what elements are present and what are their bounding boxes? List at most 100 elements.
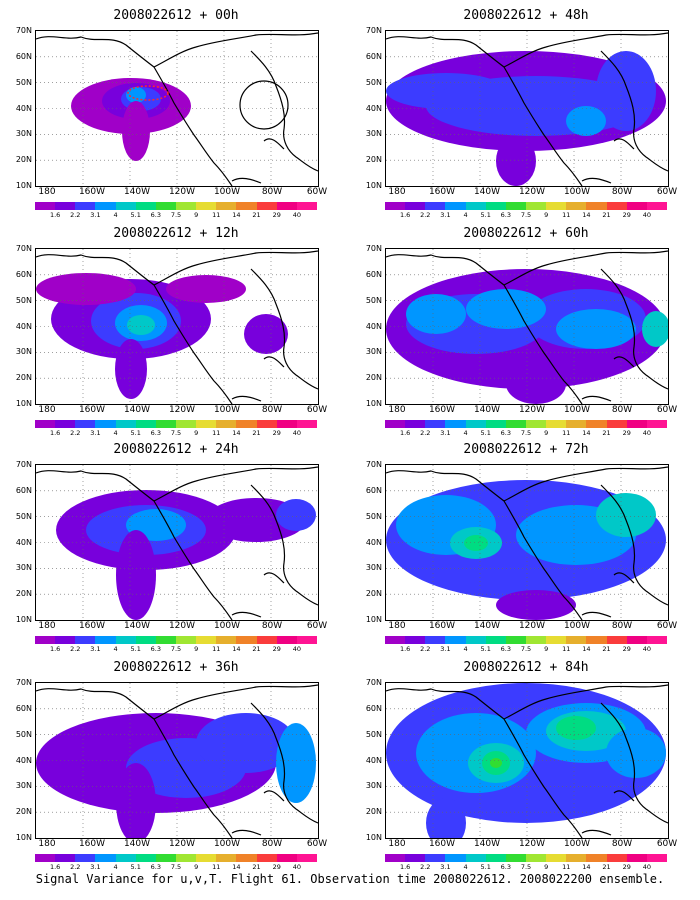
colorbar-label: 11 <box>562 429 571 437</box>
longitude-label: 60W <box>306 621 328 631</box>
colorbar <box>35 854 318 862</box>
longitude-label: 100W <box>213 839 241 849</box>
colorbar <box>385 854 668 862</box>
colorbar-label: 2.2 <box>70 645 81 653</box>
colorbar <box>385 636 668 644</box>
colorbar-label: 3.1 <box>440 645 451 653</box>
variance-field <box>36 31 318 186</box>
colorbar-swatch <box>216 202 237 210</box>
latitude-label: 70N <box>365 244 382 253</box>
latitude-label: 10N <box>15 615 32 624</box>
map-plot-area <box>385 30 669 187</box>
longitude-label: 120W <box>518 187 546 197</box>
latitude-label: 40N <box>15 755 32 765</box>
coastline <box>36 250 318 404</box>
latitude-label: 50N <box>15 729 32 739</box>
variance-field <box>36 249 318 404</box>
panel-title: 2008022612 + 12h <box>113 226 239 241</box>
latitude-label: 60N <box>15 51 32 61</box>
colorbar-label: 2.2 <box>70 211 81 219</box>
longitude-label: 180 <box>388 187 406 197</box>
colorbar-swatch <box>586 202 608 210</box>
longitude-label: 140W <box>123 187 151 197</box>
variance-field <box>36 465 318 620</box>
colorbar-label: 3.1 <box>90 645 101 653</box>
latitude-label: 20N <box>15 373 32 383</box>
colorbar-swatch <box>296 420 318 428</box>
map-plot-area <box>385 682 669 839</box>
colorbar <box>35 636 318 644</box>
colorbar-swatch <box>95 420 117 428</box>
colorbar-swatch <box>115 854 137 862</box>
colorbar-label: 6.3 <box>150 429 162 437</box>
variance-field <box>36 683 318 838</box>
colorbar-label: 11 <box>562 645 571 653</box>
latitude-label: 40N <box>365 103 382 113</box>
colorbar-label: 4 <box>463 211 468 219</box>
map-panel: 2008022612 + 48h 70N 60N 50N 40N 30N 20N 10N 180… <box>350 8 677 219</box>
latitude-label: 30N <box>15 781 32 791</box>
colorbar-swatch <box>35 854 56 862</box>
colorbar-label: 40 <box>642 863 651 871</box>
colorbar-swatch <box>385 202 406 210</box>
colorbar-label: 5.1 <box>480 211 491 219</box>
latitude-label: 20N <box>15 807 32 817</box>
colorbar-label: 11 <box>212 211 221 219</box>
variance-contour <box>490 758 502 768</box>
colorbar-swatch <box>606 636 628 644</box>
colorbar-swatch <box>135 420 157 428</box>
longitude-label: 120W <box>168 187 196 197</box>
longitude-label: 180 <box>388 839 406 849</box>
colorbar-swatch <box>505 202 527 210</box>
colorbar-swatch <box>445 636 467 644</box>
colorbar-swatch <box>405 636 426 644</box>
longitude-label: 60W <box>306 187 328 197</box>
latitude-label: 10N <box>15 833 32 842</box>
colorbar-swatch <box>296 636 318 644</box>
colorbar-swatch <box>505 420 527 428</box>
colorbar-label: 9 <box>544 645 549 653</box>
colorbar-label: 6.3 <box>500 863 512 871</box>
colorbar-swatch <box>546 854 567 862</box>
colorbar-swatch <box>176 202 197 210</box>
colorbar-swatch <box>566 202 587 210</box>
colorbar-swatch <box>115 202 137 210</box>
colorbar-label: 29 <box>272 211 281 219</box>
colorbar-swatch <box>256 420 278 428</box>
colorbar-swatch <box>465 636 487 644</box>
colorbar-label: 9 <box>194 863 199 871</box>
colorbar-label: 7.5 <box>520 645 532 653</box>
longitude-label: 160W <box>78 621 106 631</box>
colorbar-label: 14 <box>232 429 241 437</box>
colorbar-swatch <box>236 420 258 428</box>
colorbar-label: 11 <box>212 645 221 653</box>
variance-contour <box>166 275 246 303</box>
longitude-label: 160W <box>428 839 456 849</box>
latitude-label: 30N <box>365 781 382 791</box>
colorbar-label: 21 <box>252 863 261 871</box>
colorbar-label: 4 <box>113 429 118 437</box>
panel-title: 2008022612 + 00h <box>113 8 239 23</box>
colorbar-label: 11 <box>212 863 221 871</box>
latitude-label: 70N <box>15 460 32 469</box>
colorbar-swatch <box>216 854 237 862</box>
variance-contour <box>115 339 147 399</box>
colorbar-label: 6.3 <box>500 429 512 437</box>
longitude-label: 60W <box>656 187 678 197</box>
colorbar-label: 2.2 <box>70 863 81 871</box>
colorbar-swatch <box>155 202 177 210</box>
longitude-label: 160W <box>78 839 106 849</box>
colorbar-swatch <box>646 854 668 862</box>
longitude-label: 140W <box>123 405 151 415</box>
longitude-label: 80W <box>611 839 633 849</box>
colorbar-label: 40 <box>292 863 301 871</box>
colorbar-swatch <box>155 636 177 644</box>
colorbar-label: 6.3 <box>150 645 162 653</box>
colorbar-label: 1.6 <box>399 429 411 437</box>
longitude-label: 180 <box>38 839 56 849</box>
colorbar-label: 14 <box>582 429 591 437</box>
latitude-label: 60N <box>365 703 382 713</box>
colorbar-label: 40 <box>292 211 301 219</box>
colorbar-label: 3.1 <box>440 211 451 219</box>
longitude-label: 100W <box>563 839 591 849</box>
